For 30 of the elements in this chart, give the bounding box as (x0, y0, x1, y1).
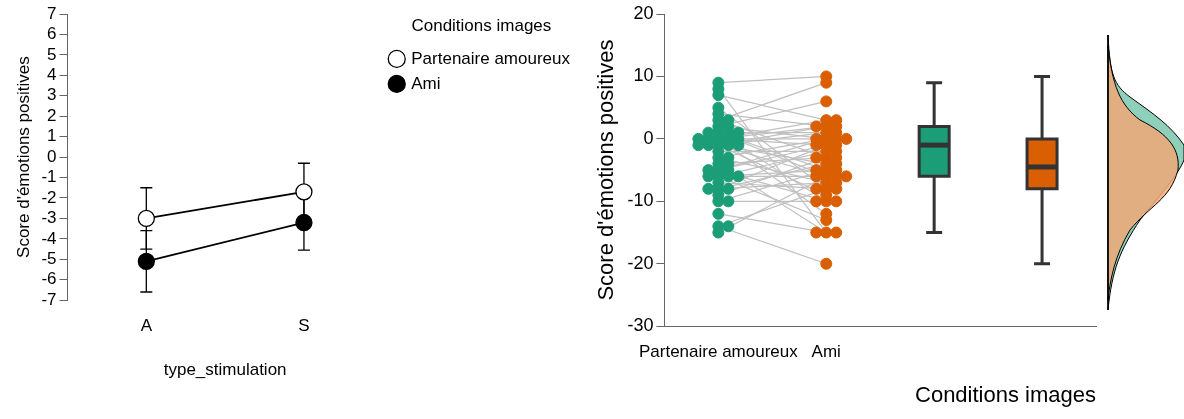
y-tick-label: 6 (47, 24, 57, 44)
y-tick-label: -2 (41, 187, 57, 207)
y-tick-label: 3 (47, 85, 57, 105)
y-tick-label: -30 (627, 315, 654, 336)
y-tick-label: 5 (47, 44, 57, 64)
y-tick-label: -5 (41, 249, 57, 268)
y-tick-label: 1 (47, 126, 57, 146)
y-tick-label: 4 (47, 65, 57, 85)
y-tick-label: 7 (47, 3, 57, 23)
x-tick-label: S (298, 316, 310, 336)
x-axis-title: type_stimulation (163, 360, 287, 380)
legend-label: Partenaire amoureux (411, 48, 571, 68)
y-axis-title: Score d'émotions positives (13, 56, 33, 258)
y-tick-label: -4 (41, 228, 57, 248)
y-tick-label: 10 (633, 65, 654, 86)
x-axis-title: Conditions images (915, 381, 1096, 407)
legend-title: Conditions images (411, 16, 552, 36)
y-tick-label: 0 (47, 146, 57, 166)
y-axis-title: Score d'émotions positives (593, 39, 619, 301)
y-tick-label: -6 (41, 269, 57, 289)
legend-label: Ami (411, 73, 441, 93)
y-tick-label: 20 (633, 2, 654, 23)
y-tick-label: 0 (643, 127, 654, 148)
y-tick-label: -7 (41, 289, 57, 309)
x-tick-label: A (140, 316, 153, 336)
y-tick-label: 2 (47, 105, 57, 125)
y-tick-label: -3 (41, 208, 57, 228)
y-tick-label: -20 (627, 252, 654, 273)
y-tick-label: -1 (41, 167, 57, 187)
y-tick-label: -10 (627, 190, 654, 211)
